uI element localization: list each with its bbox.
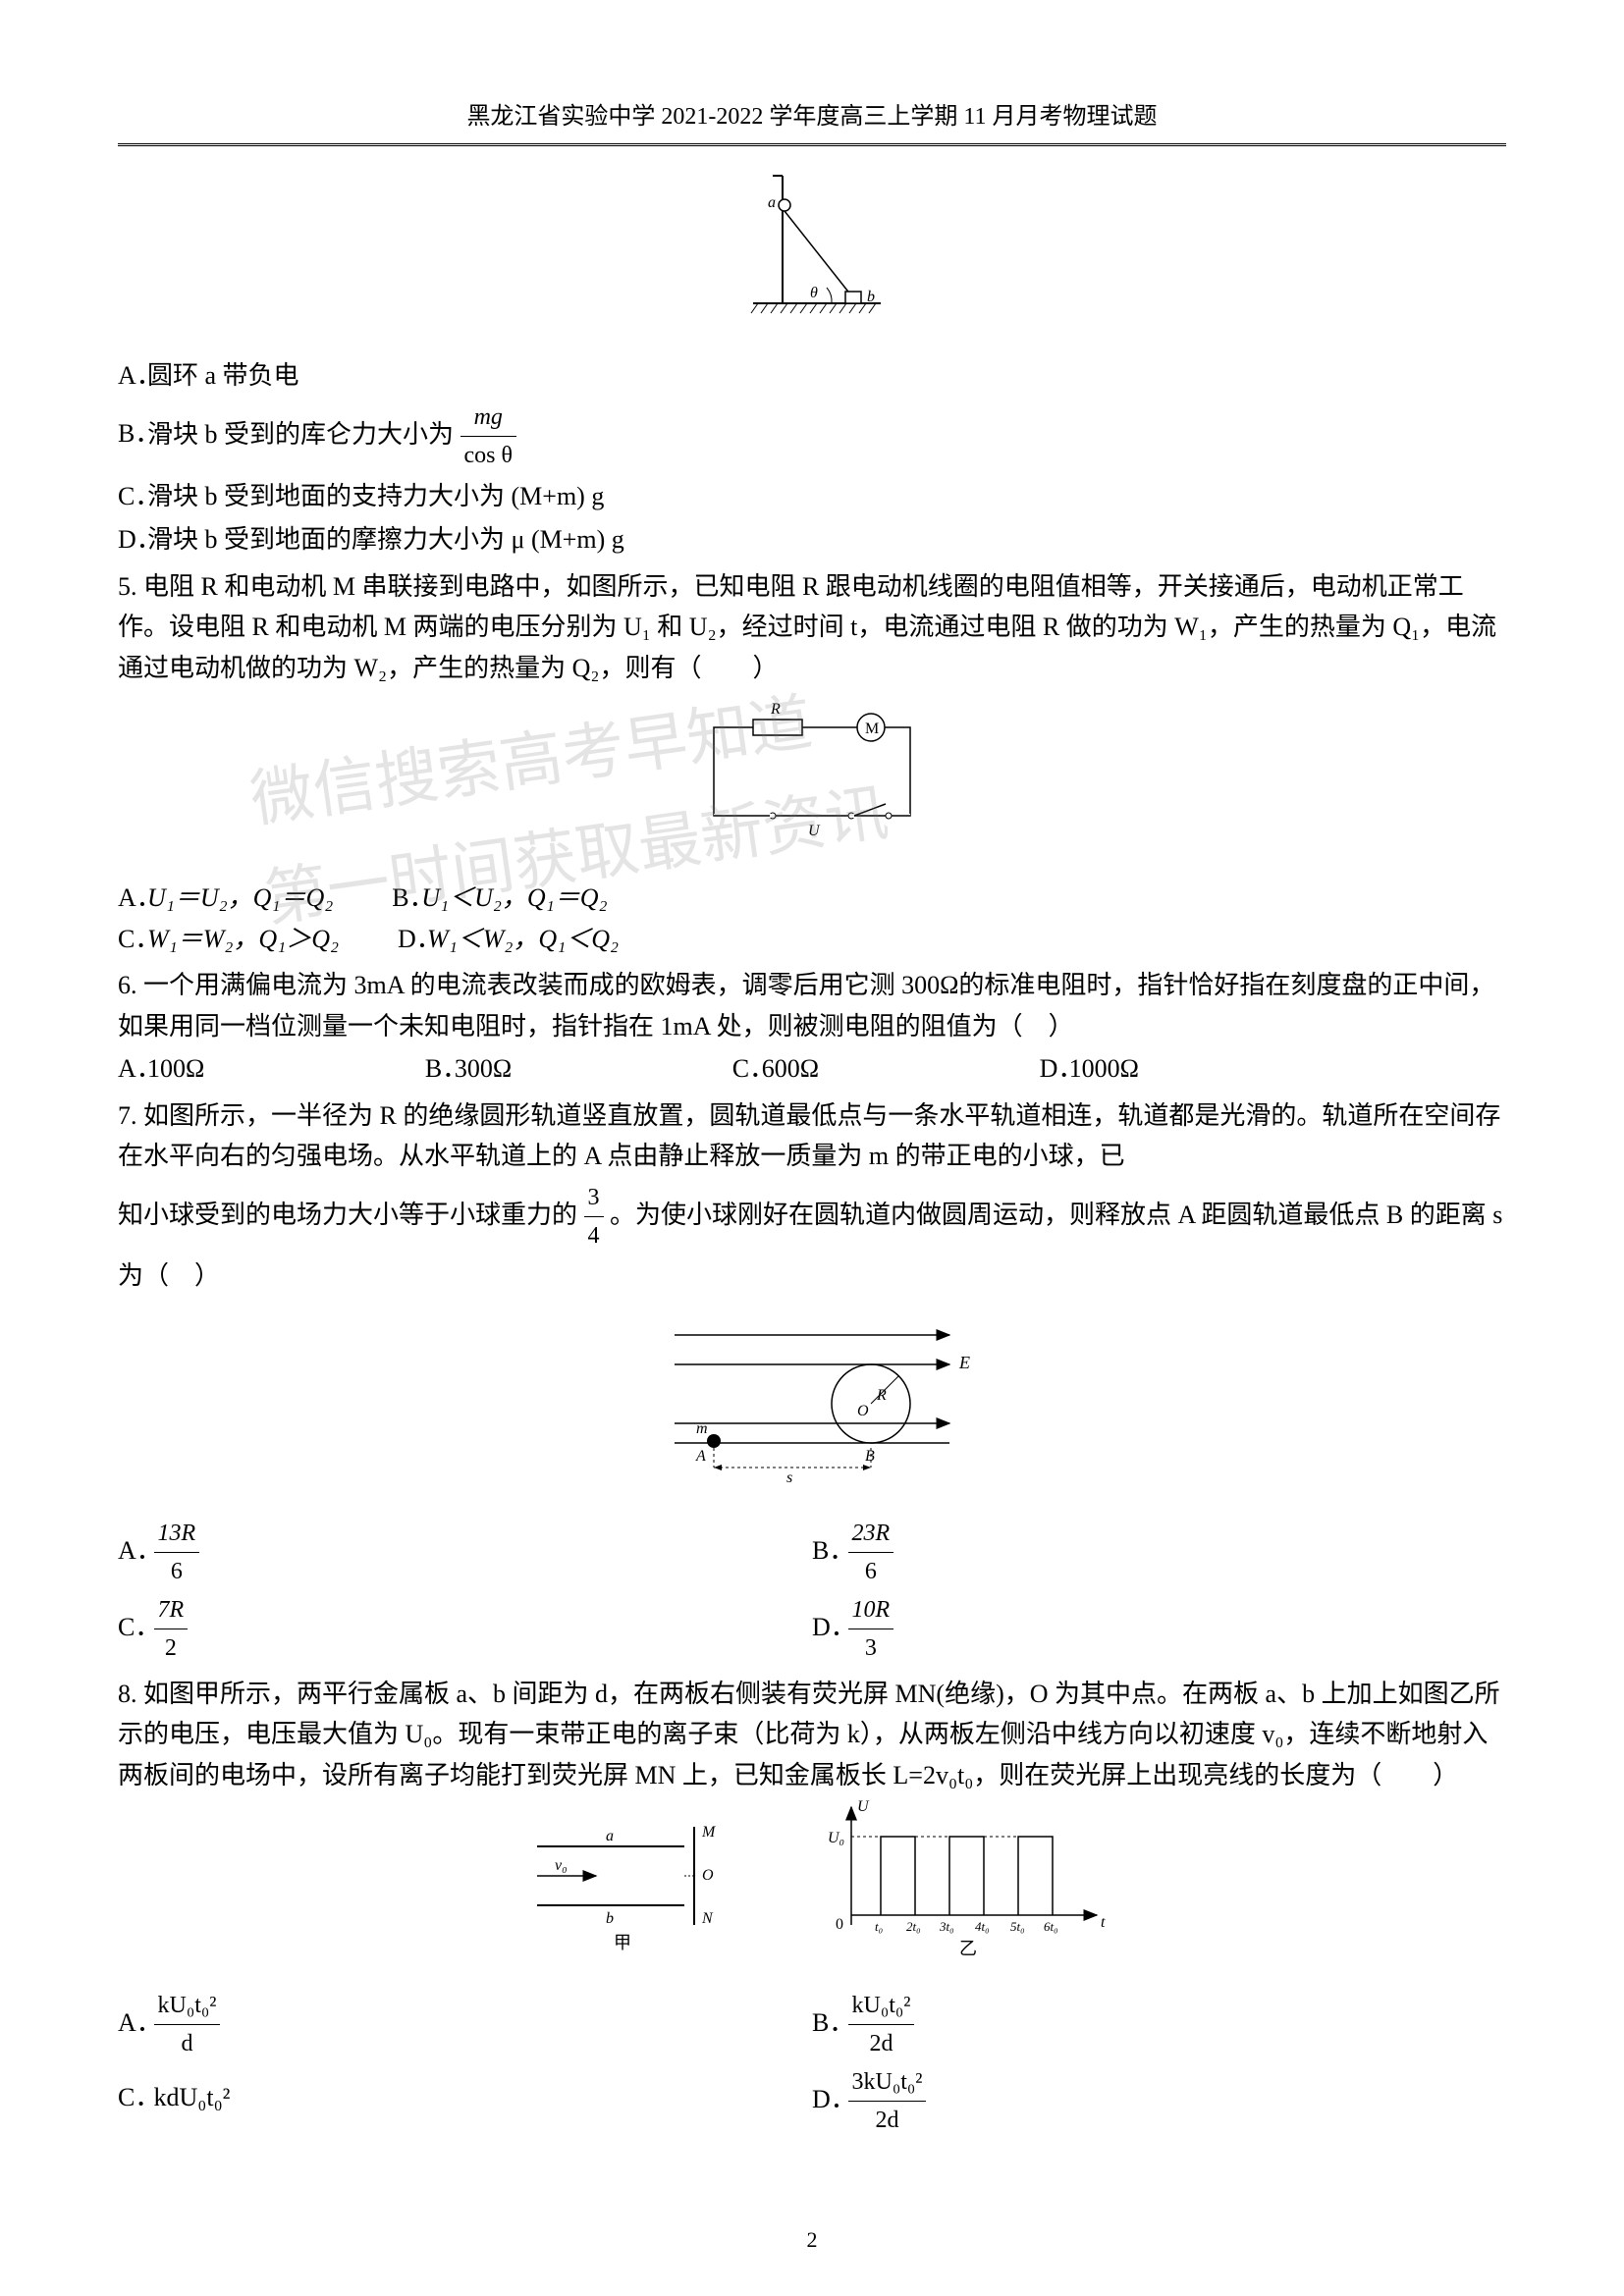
q7-options: A． 13R 6 B． 23R 6 C． 7R 2 D． 10R 3	[118, 1515, 1506, 1668]
q4-figure: a b θ	[118, 166, 1506, 336]
svg-text:b: b	[867, 289, 875, 305]
q7-opt-a: 13R 6	[154, 1515, 200, 1591]
svg-text:乙: 乙	[959, 1939, 977, 1958]
svg-text:甲: 甲	[614, 1933, 631, 1952]
q8-stem: 8. 如图甲所示，两平行金属板 a、b 间距为 d，在两板右侧装有荧光屏 MN(…	[118, 1674, 1506, 1796]
q6-opt-a: 100Ω	[147, 1054, 204, 1083]
q6: 6. 一个用满偏电流为 3mA 的电流表改装而成的欧姆表，调零后用它测 300Ω…	[118, 965, 1506, 1046]
svg-text:O: O	[857, 1403, 869, 1419]
page-header: 黑龙江省实验中学 2021-2022 学年度高三上学期 11 月月考物理试题	[118, 98, 1506, 146]
q8-opt-a: kU₀t₀² d	[154, 1987, 221, 2063]
svg-text:E: E	[958, 1353, 970, 1372]
q5-stem: 5. 电阻 R 和电动机 M 串联接到电路中，如图所示，已知电阻 R 跟电动机线…	[118, 566, 1506, 689]
q8-figure-b: U U₀ 0 t t₀ 2t₀ 3t₀ 4t₀ 5t₀ 6t₀ 乙	[822, 1797, 1116, 1977]
q8-opt-b: kU₀t₀² 2d	[848, 1987, 915, 2063]
q7-stem-2a: 知小球受到的电场力大小等于小球重力的	[118, 1201, 577, 1229]
q6-opt-b: 300Ω	[455, 1054, 512, 1083]
svg-text:4t₀: 4t₀	[975, 1919, 990, 1934]
q7-opt-c: 7R 2	[154, 1591, 189, 1668]
q4-b-fraction: mg cos θ	[460, 399, 517, 475]
page-number: 2	[0, 2222, 1624, 2257]
svg-text:5t₀: 5t₀	[1010, 1919, 1025, 1934]
q7-stem-frac: 3 4	[584, 1179, 604, 1255]
q4-options: A．圆环 a 带负电 B．滑块 b 受到的库仑力大小为 mg cos θ C．滑…	[118, 355, 1506, 561]
header-title: 黑龙江省实验中学 2021-2022 学年度高三上学期 11 月月考物理试题	[466, 104, 1157, 130]
q8-options: A． kU₀t₀² d B． kU₀t₀² 2d C． kdU₀t₀² D． 3…	[118, 1987, 1506, 2140]
q7-opt-b: 23R 6	[848, 1515, 894, 1591]
q6-stem: 6. 一个用满偏电流为 3mA 的电流表改装而成的欧姆表，调零后用它测 300Ω…	[118, 965, 1506, 1046]
q4-option-d: 滑块 b 受到地面的摩擦力大小为 μ (M+m) g	[147, 525, 624, 554]
q7-stem-1: 7. 如图所示，一半径为 R 的绝缘圆形轨道竖直放置，圆轨道最低点与一条水平轨道…	[118, 1095, 1506, 1177]
svg-text:v₀: v₀	[555, 1857, 568, 1874]
q4-option-c: 滑块 b 受到地面的支持力大小为 (M+m) g	[147, 482, 604, 510]
q7-figure: E R O m A B s	[118, 1306, 1506, 1495]
svg-text:θ: θ	[810, 285, 818, 301]
q5-options: A．U₁＝U₂，Q₁＝Q₂ B．U₁＜U₂，Q₁＝Q₂ C．W₁＝W₂，Q₁＞Q…	[118, 878, 1506, 959]
svg-text:6t₀: 6t₀	[1044, 1919, 1058, 1934]
q5: 5. 电阻 R 和电动机 M 串联接到电路中，如图所示，已知电阻 R 跟电动机线…	[118, 566, 1506, 689]
q6-options: A．100Ω B．300Ω C．600Ω D．1000Ω	[118, 1048, 1506, 1090]
q4-option-a: 圆环 a 带负电	[147, 361, 299, 390]
q7-opt-d: 10R 3	[848, 1591, 894, 1668]
q5-opt-c: W₁＝W₂，Q₁＞Q₂	[147, 925, 339, 953]
svg-text:R: R	[770, 701, 781, 718]
q8-opt-d: 3kU₀t₀² 2d	[848, 2063, 927, 2140]
svg-text:t₀: t₀	[875, 1919, 883, 1934]
svg-text:B: B	[865, 1448, 875, 1465]
q8-figures: a b M O N v₀ 甲 U U₀	[118, 1797, 1506, 1977]
q8-opt-c: kdU₀t₀²	[154, 2083, 231, 2111]
svg-text:s: s	[786, 1469, 792, 1482]
q8: 8. 如图甲所示，两平行金属板 a、b 间距为 d，在两板右侧装有荧光屏 MN(…	[118, 1674, 1506, 1796]
svg-text:U₀: U₀	[828, 1830, 844, 1846]
svg-text:U: U	[857, 1798, 870, 1815]
svg-text:2t₀: 2t₀	[906, 1919, 921, 1934]
svg-text:3t₀: 3t₀	[939, 1919, 954, 1934]
q7: 7. 如图所示，一半径为 R 的绝缘圆形轨道竖直放置，圆轨道最低点与一条水平轨道…	[118, 1095, 1506, 1297]
q5-opt-b: U₁＜U₂，Q₁＝Q₂	[421, 883, 607, 912]
svg-text:M: M	[865, 721, 879, 737]
q6-opt-c: 600Ω	[762, 1054, 819, 1083]
svg-text:R: R	[876, 1387, 887, 1404]
svg-text:M: M	[701, 1824, 717, 1841]
q5-opt-d: W₁＜W₂，Q₁＜Q₂	[427, 925, 619, 953]
svg-text:a: a	[768, 194, 776, 211]
svg-text:0: 0	[836, 1916, 843, 1933]
q8-figure-a: a b M O N v₀ 甲	[508, 1807, 743, 1977]
q5-opt-a: U₁＝U₂，Q₁＝Q₂	[147, 883, 333, 912]
q5-figure: R M U	[118, 698, 1506, 858]
svg-text:a: a	[606, 1828, 614, 1844]
svg-text:m: m	[696, 1420, 708, 1437]
q4-option-b-prefix: 滑块 b 受到的库仑力大小为	[147, 419, 454, 448]
q6-opt-d: 1000Ω	[1069, 1054, 1139, 1083]
svg-text:t: t	[1101, 1914, 1106, 1931]
svg-text:A: A	[695, 1448, 706, 1465]
svg-text:b: b	[606, 1910, 614, 1927]
svg-text:N: N	[701, 1910, 714, 1927]
svg-text:U: U	[808, 823, 821, 839]
svg-text:O: O	[702, 1867, 714, 1884]
